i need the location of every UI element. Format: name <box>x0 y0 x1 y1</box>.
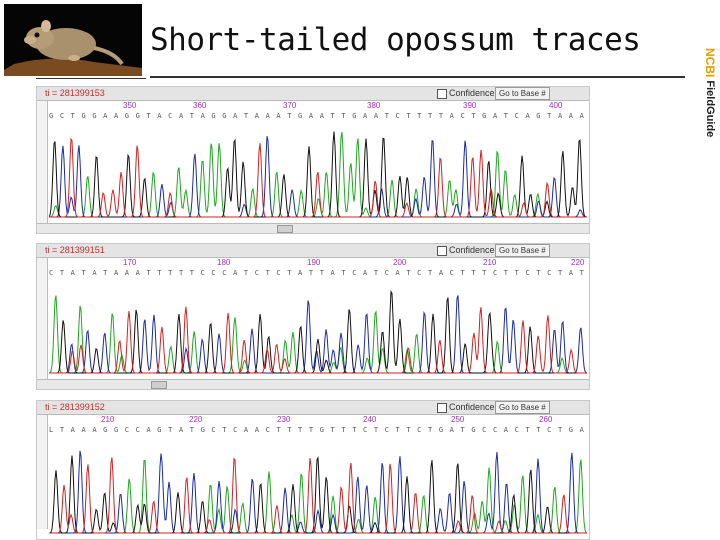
trace-line-A <box>49 459 587 534</box>
position-label: 220 <box>189 415 203 424</box>
position-label: 220 <box>571 258 585 267</box>
trace-id-label: ti = 281399153 <box>45 88 105 98</box>
base-call-sequence: L T A A A G G C C A G T A T G C T C A A … <box>49 426 586 434</box>
trace-panel-3: ti = 281399152 Confidence Go to Base # 2… <box>36 400 590 540</box>
vertical-scale-strip[interactable] <box>37 101 48 223</box>
photo-divider <box>36 78 146 79</box>
confidence-checkbox[interactable] <box>437 246 447 256</box>
position-label: 400 <box>549 101 563 110</box>
position-label: 380 <box>367 101 381 110</box>
vertical-scale-strip[interactable] <box>37 415 48 529</box>
trace-toolbar: ti = 281399153 Confidence Go to Base # <box>37 87 589 101</box>
position-label: 350 <box>123 101 137 110</box>
trace-panel-2: ti = 281399151 Confidence Go to Base # 1… <box>36 243 590 390</box>
horizontal-scrollbar[interactable] <box>37 379 589 389</box>
ncbi-brand: NCBI <box>703 48 717 78</box>
base-position-ruler: 170 180 190 200 210 220 <box>37 258 589 268</box>
position-label: 250 <box>451 415 465 424</box>
confidence-label: Confidence <box>449 88 495 98</box>
trace-line-C <box>49 295 587 374</box>
vertical-scale-strip[interactable] <box>37 258 48 379</box>
position-label: 360 <box>193 101 207 110</box>
chromatogram-trace <box>49 131 587 218</box>
base-position-ruler: 210 220 230 240 250 260 <box>37 415 589 425</box>
confidence-label: Confidence <box>449 402 495 412</box>
trace-line-T <box>49 306 587 374</box>
confidence-checkbox[interactable] <box>437 89 447 99</box>
position-label: 240 <box>363 415 377 424</box>
chromatogram-trace <box>49 289 587 374</box>
position-label: 200 <box>393 258 407 267</box>
trace-line-A <box>49 295 587 374</box>
horizontal-scrollbar[interactable] <box>37 223 589 233</box>
base-call-sequence: C T A T A T A A A T T T T T C C C A T C … <box>49 269 589 277</box>
fieldguide-text: FieldGuide <box>704 80 716 138</box>
title-divider <box>150 76 685 78</box>
trace-line-T <box>49 137 587 218</box>
trace-id-label: ti = 281399152 <box>45 402 105 412</box>
position-label: 230 <box>277 415 291 424</box>
trace-toolbar: ti = 281399151 Confidence Go to Base # <box>37 244 589 258</box>
trace-toolbar: ti = 281399152 Confidence Go to Base # <box>37 401 589 415</box>
opossum-photo <box>4 4 142 76</box>
go-to-base-button[interactable]: Go to Base # <box>495 244 550 257</box>
base-position-ruler: 350 360 370 380 390 400 <box>37 101 589 111</box>
base-call-sequence: G C T G G A A G G T A C A T A G G A T A … <box>49 112 589 120</box>
position-label: 390 <box>463 101 477 110</box>
position-label: 180 <box>217 258 231 267</box>
ncbi-fieldguide-label: NCBI FieldGuide <box>687 48 717 168</box>
position-label: 190 <box>307 258 321 267</box>
trace-line-T <box>49 457 587 534</box>
trace-panel-1: ti = 281399153 Confidence Go to Base # 3… <box>36 86 590 234</box>
position-label: 210 <box>483 258 497 267</box>
scroll-thumb[interactable] <box>151 381 167 389</box>
confidence-checkbox[interactable] <box>437 403 447 413</box>
position-label: 370 <box>283 101 297 110</box>
chromatogram-trace <box>49 450 587 534</box>
trace-id-label: ti = 281399151 <box>45 245 105 255</box>
position-label: 170 <box>123 258 137 267</box>
confidence-label: Confidence <box>449 245 495 255</box>
scroll-thumb[interactable] <box>277 225 293 233</box>
position-label: 210 <box>101 415 115 424</box>
position-label: 260 <box>539 415 553 424</box>
go-to-base-button[interactable]: Go to Base # <box>495 87 550 100</box>
go-to-base-button[interactable]: Go to Base # <box>495 401 550 414</box>
slide-title: Short-tailed opossum traces <box>150 22 641 58</box>
trace-line-G <box>49 131 587 218</box>
trace-line-G <box>49 455 587 534</box>
